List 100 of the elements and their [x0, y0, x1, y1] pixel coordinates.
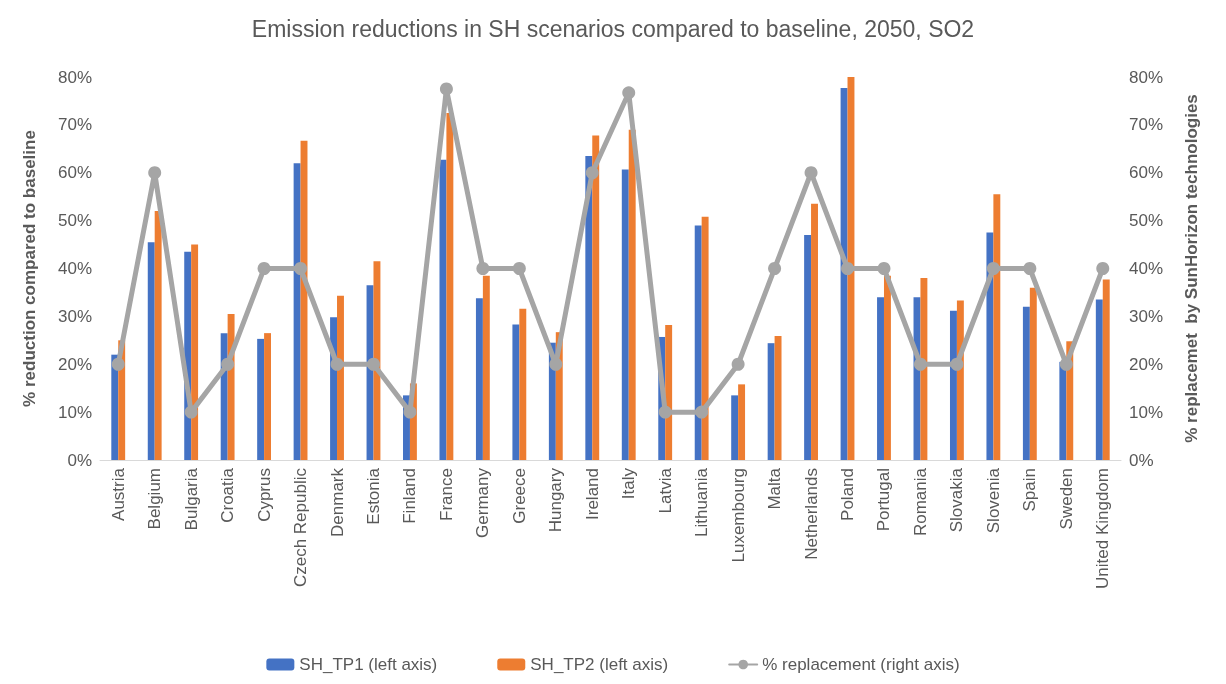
x-tick-label: Italy	[619, 467, 639, 500]
bar	[111, 354, 119, 460]
x-tick-label: Portugal	[874, 468, 894, 532]
bar	[701, 216, 709, 460]
y2-tick-label: 20%	[1129, 354, 1164, 374]
point	[184, 405, 198, 419]
bar	[621, 169, 629, 460]
bar	[293, 163, 301, 460]
bar	[1095, 299, 1103, 460]
x-tick-label: Cyprus	[254, 468, 274, 522]
x-tick-label: Latvia	[655, 467, 675, 514]
x-tick-label: Slovakia	[947, 467, 967, 533]
x-tick-label: Malta	[765, 467, 785, 510]
point	[403, 405, 417, 419]
chart-title: Emission reductions in SH scenarios compared to baseline, 2050, SO2	[251, 15, 975, 42]
x-tick-label: Estonia	[363, 467, 383, 525]
bar	[1102, 279, 1110, 460]
point	[695, 405, 709, 419]
point	[1096, 262, 1110, 275]
x-tick-label: Czech Republic	[291, 467, 311, 588]
x-tick-label: Lithuania	[692, 467, 712, 538]
bar	[804, 234, 812, 460]
y-tick-label: 20%	[57, 354, 92, 374]
bar	[767, 343, 775, 460]
bar	[337, 295, 344, 460]
x-tick-label: Luxembourg	[728, 468, 748, 563]
y-tick-label: 60%	[57, 163, 92, 183]
bar	[373, 261, 381, 460]
x-tick-label: France	[436, 468, 456, 521]
point	[257, 262, 271, 275]
point	[148, 166, 162, 180]
x-tick-label: Hungary	[546, 467, 566, 533]
point	[330, 357, 344, 371]
y2-tick-label: 30%	[1129, 306, 1164, 326]
x-tick-label: Croatia	[218, 467, 238, 523]
y-tick-label: 10%	[57, 402, 92, 422]
x-tick-label: Greece	[509, 468, 529, 524]
bar	[592, 135, 600, 460]
point	[294, 262, 308, 275]
x-tick-label: Sweden	[1056, 468, 1076, 530]
point	[950, 357, 964, 371]
y2-axis-title: % replacemet by SunHorizon technologies	[1182, 94, 1201, 443]
x-tick-label: Bulgaria	[181, 467, 201, 531]
bar	[949, 310, 957, 460]
bar	[738, 384, 746, 460]
bar	[475, 298, 483, 460]
y2-tick-label: 60%	[1129, 163, 1164, 183]
bar	[264, 333, 272, 460]
point	[913, 357, 927, 371]
point	[804, 166, 818, 180]
bar	[154, 211, 162, 460]
y2-tick-label: 70%	[1129, 115, 1164, 135]
x-tick-label: Germany	[473, 467, 493, 538]
y2-tick-label: 80%	[1129, 67, 1164, 87]
y-axis-title: % reduction compared to baseline	[20, 130, 39, 407]
bar	[482, 275, 490, 460]
x-tick-label: Finland	[400, 468, 420, 524]
bar	[1022, 306, 1030, 460]
bar	[628, 129, 636, 460]
x-tick-label: Poland	[838, 468, 858, 521]
y-tick-label: 80%	[57, 67, 92, 87]
bar	[439, 159, 447, 460]
y-tick-label: 50%	[57, 211, 92, 231]
x-tick-label: Austria	[108, 467, 128, 521]
bar	[1059, 361, 1067, 460]
y2-tick-label: 0%	[1129, 450, 1154, 470]
bar	[147, 242, 155, 460]
point	[841, 262, 855, 275]
bar	[665, 324, 673, 460]
point	[512, 262, 526, 275]
bar	[840, 88, 848, 460]
bar	[920, 278, 928, 460]
bar	[694, 225, 702, 460]
legend-label: % replacement (right axis)	[762, 655, 960, 674]
point	[221, 357, 235, 371]
bar	[512, 324, 520, 460]
legend-label: SH_TP2 (left axis)	[530, 655, 669, 674]
point	[622, 86, 636, 100]
y-tick-label: 0%	[67, 450, 92, 470]
bar	[519, 308, 527, 460]
bar	[191, 244, 199, 460]
point	[111, 357, 125, 371]
bar	[774, 336, 782, 460]
bar	[257, 338, 265, 460]
point	[585, 166, 599, 180]
y2-tick-label: 10%	[1129, 402, 1164, 422]
point	[731, 357, 745, 371]
point	[986, 262, 1000, 275]
point	[439, 82, 453, 96]
point	[877, 262, 891, 275]
bar	[877, 297, 884, 460]
x-tick-label: Denmark	[327, 467, 347, 537]
y2-tick-label: 40%	[1129, 259, 1164, 278]
bar	[993, 194, 1001, 460]
y-tick-label: 30%	[57, 306, 92, 326]
x-tick-label: Spain	[1020, 468, 1040, 512]
point	[367, 357, 380, 371]
point	[1023, 262, 1037, 275]
x-tick-label: Netherlands	[801, 468, 821, 560]
bar	[731, 395, 739, 460]
